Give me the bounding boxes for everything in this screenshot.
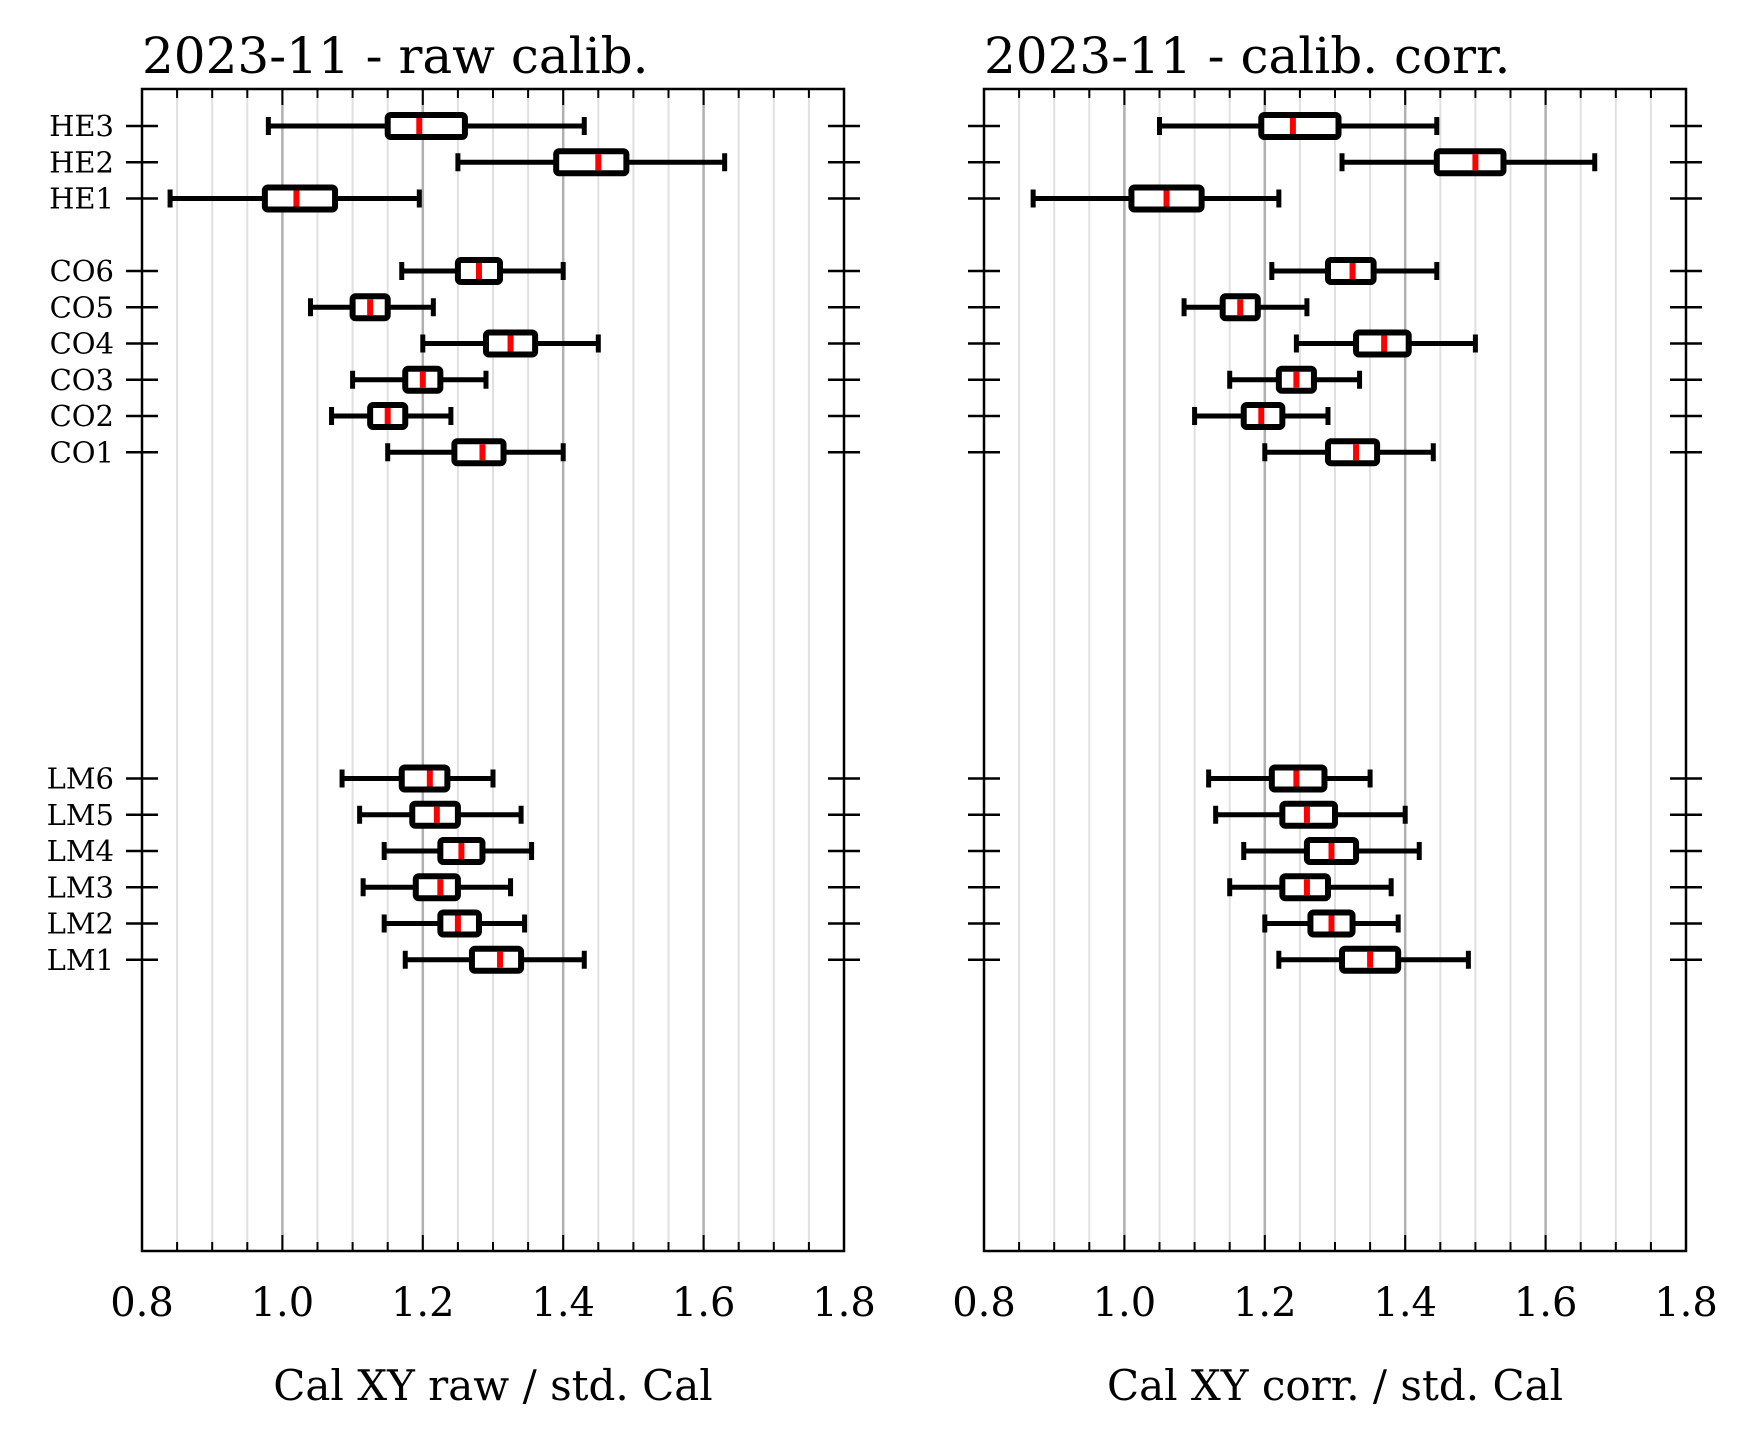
x-tick-label: 1.0: [1093, 1280, 1157, 1326]
iqr-box: [1433, 148, 1507, 177]
box-he2: [455, 148, 728, 177]
plot-corr: 0.8 1.0 1.2 1.4 1.6 1.8: [952, 87, 1718, 1326]
box-co3: [1227, 365, 1363, 394]
box-lm1: [1276, 945, 1471, 974]
panel-raw: 2023-11 - raw calib. Cal XY raw / std. C…: [47, 27, 876, 1410]
y-tick-label: CO6: [50, 254, 114, 288]
x-axis-label: Cal XY raw / std. Cal: [273, 1361, 712, 1410]
box-lm6: [339, 764, 496, 793]
box-co3: [350, 365, 489, 394]
x-ticks: 0.8 1.0 1.2 1.4 1.6 1.8: [952, 89, 1718, 1326]
y-tick-label: LM2: [47, 907, 114, 941]
x-tick-label: 1.4: [531, 1280, 595, 1326]
panel-title: 2023-11 - raw calib.: [142, 27, 649, 85]
y-tick-label: HE1: [49, 182, 114, 216]
iqr-box: [412, 873, 461, 902]
y-ticks: [968, 124, 1702, 961]
box-lm5: [357, 800, 524, 829]
x-axis-label: Cal XY corr. / std. Cal: [1107, 1361, 1563, 1410]
iqr-box: [451, 438, 507, 467]
box-lm6: [1206, 764, 1373, 793]
box-co5: [1181, 293, 1310, 322]
y-tick-label: LM3: [47, 870, 114, 904]
box-he1: [167, 184, 422, 213]
box-co5: [307, 293, 436, 322]
box-lm2: [381, 909, 528, 938]
box-he1: [1030, 184, 1282, 213]
x-tick-label: 0.8: [952, 1280, 1016, 1326]
box-co2: [329, 402, 454, 430]
x-ticks: 0.8 1.0 1.2 1.4 1.6 1.8: [110, 89, 876, 1326]
box-lm5: [1213, 800, 1408, 829]
y-tick-label: LM6: [47, 762, 114, 796]
boxes: [167, 112, 728, 974]
y-tick-label: CO3: [50, 363, 114, 397]
iqr-box: [468, 945, 525, 974]
box-lm3: [360, 873, 514, 902]
iqr-box: [398, 764, 451, 793]
x-tick-label: 1.8: [812, 1280, 876, 1326]
box-co6: [1269, 257, 1440, 285]
box-co4: [1293, 329, 1478, 358]
box-lm1: [402, 945, 587, 974]
y-tick-label: LM5: [47, 798, 114, 832]
box-lm4: [1241, 837, 1422, 865]
y-tick-label: LM4: [47, 834, 114, 868]
grid: [1018, 89, 1652, 1251]
y-tick-label: HE3: [49, 109, 114, 143]
x-tick-label: 1.2: [391, 1280, 455, 1326]
box-lm2: [1262, 909, 1401, 938]
box-co2: [1192, 402, 1331, 430]
y-tick-label: CO2: [50, 399, 114, 433]
panel-title: 2023-11 - calib. corr.: [984, 27, 1510, 85]
box-lm4: [381, 837, 535, 865]
x-tick-label: 1.4: [1373, 1280, 1437, 1326]
box-he3: [1157, 112, 1440, 140]
iqr-box: [261, 184, 339, 213]
x-tick-label: 1.0: [251, 1280, 315, 1326]
boxes: [1030, 112, 1598, 974]
x-tick-label: 1.2: [1233, 1280, 1297, 1326]
box-co1: [1262, 438, 1436, 467]
y-tick-label: LM1: [47, 943, 114, 977]
x-tick-label: 1.8: [1654, 1280, 1718, 1326]
panel-corr: 2023-11 - calib. corr. Cal XY corr. / st…: [952, 27, 1718, 1410]
box-he3: [265, 112, 587, 140]
x-tick-label: 1.6: [1514, 1280, 1578, 1326]
iqr-box: [1258, 112, 1342, 140]
box-co6: [399, 257, 566, 285]
iqr-box: [1324, 438, 1381, 467]
box-co1: [385, 438, 566, 467]
x-tick-label: 0.8: [110, 1280, 174, 1326]
box-co4: [420, 329, 601, 358]
grid: [176, 89, 810, 1251]
x-tick-label: 1.6: [672, 1280, 736, 1326]
iqr-box: [384, 112, 468, 140]
y-tick-label: HE2: [49, 145, 114, 179]
y-tick-label: CO1: [50, 435, 114, 469]
iqr-box: [553, 148, 630, 177]
plot-raw: 0.8 1.0 1.2 1.4 1.6 1.8HE3HE2HE1CO6CO5CO4CO3C…: [47, 87, 876, 1326]
box-he2: [1339, 148, 1598, 177]
y-ticks: HE3HE2HE1CO6CO5CO4CO3CO2CO1LM6LM5LM4LM3L…: [47, 109, 860, 977]
y-tick-label: CO4: [50, 327, 114, 361]
box-lm3: [1227, 873, 1394, 902]
y-tick-label: CO5: [50, 290, 114, 324]
